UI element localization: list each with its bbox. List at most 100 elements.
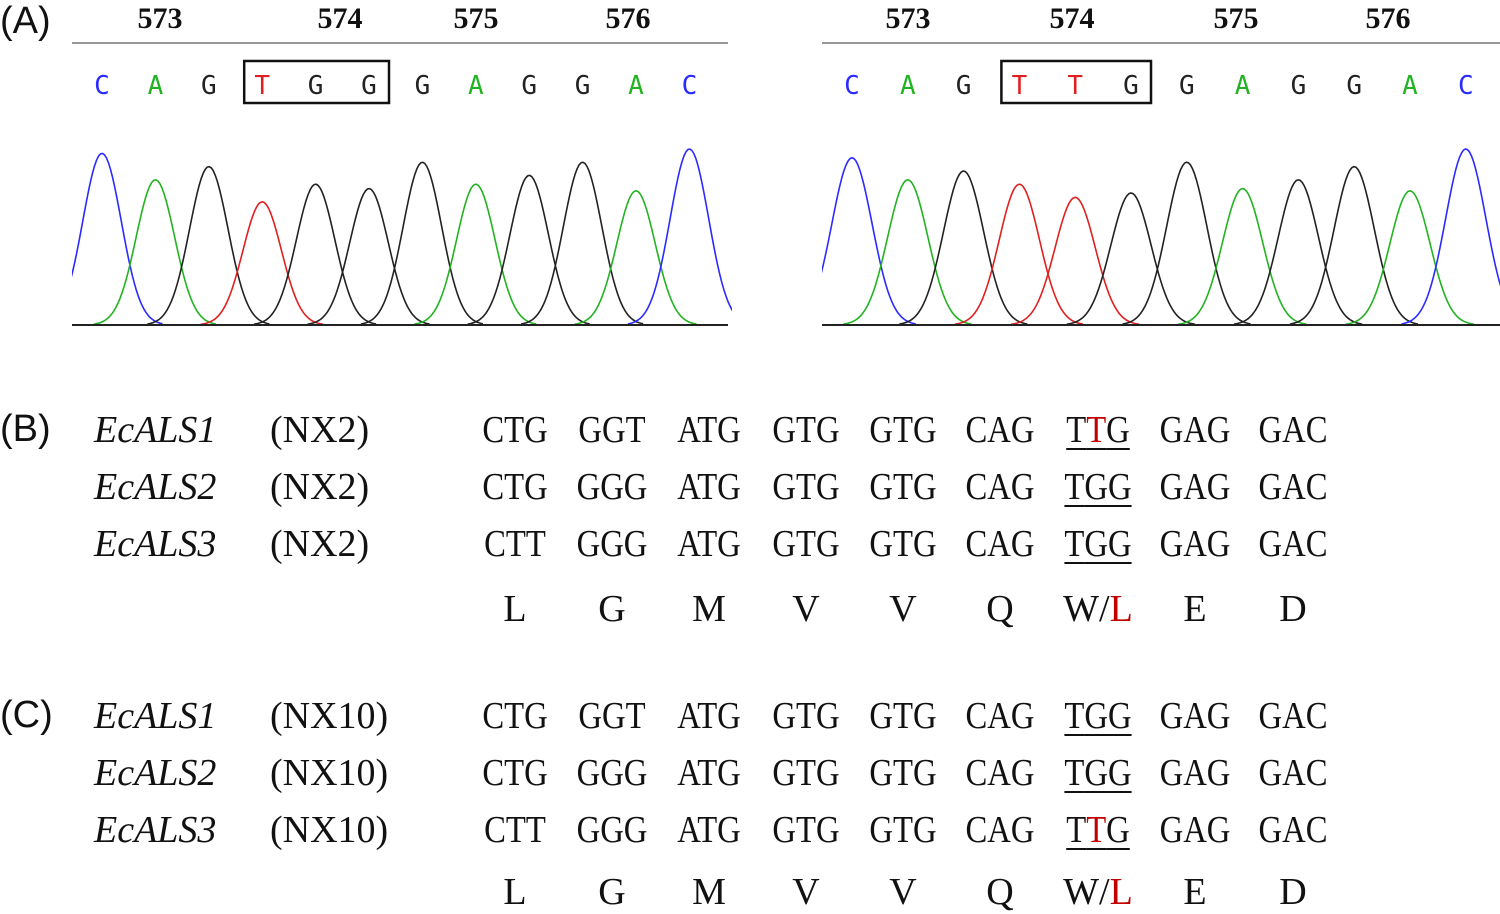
trace-peak: [1345, 189, 1474, 325]
codon: ATG: [677, 523, 741, 565]
codon-574-base: G: [1084, 695, 1108, 737]
codon: CAG: [965, 523, 1035, 565]
trace-peak: [1178, 187, 1307, 325]
codon: GTG: [869, 809, 937, 851]
codon: ATG: [677, 695, 741, 737]
codon: GTG: [869, 752, 937, 794]
codon: GAC: [1258, 523, 1328, 565]
position-label: 573: [138, 2, 183, 35]
amino-acid: D: [1279, 588, 1307, 630]
base-call: C: [94, 71, 110, 101]
codon-574-base: T: [1086, 809, 1107, 851]
amino-acid: Q: [986, 588, 1014, 630]
codon: GTG: [772, 752, 840, 794]
position-label: 575: [1214, 2, 1259, 35]
codon: GGG: [576, 752, 648, 794]
trace-peak: [627, 148, 732, 325]
codon: GAC: [1258, 809, 1328, 851]
amino-acid: D: [1279, 871, 1307, 913]
amino-acid-mut: L: [1109, 588, 1133, 630]
codon-574: TTG: [1059, 808, 1136, 852]
panel-a-label: (A): [0, 0, 51, 42]
chromatogram-nx2: 573 574 575 576 C A G T G G G A G G A C: [72, 2, 732, 326]
amino-acid: L: [503, 871, 527, 913]
codon: GTG: [869, 466, 937, 508]
amino-acid: M: [692, 588, 726, 630]
codon: CTG: [482, 409, 548, 451]
codon: GTG: [772, 523, 840, 565]
sample-label: (NX10): [270, 809, 389, 851]
codon-574-base: T: [1066, 809, 1087, 851]
base-call: A: [148, 71, 164, 101]
codon: GTG: [772, 809, 840, 851]
base-call: A: [468, 71, 484, 101]
trace-peak: [822, 156, 916, 325]
codon-574-base: T: [1064, 466, 1085, 508]
position-label: 573: [886, 2, 931, 35]
codon: GGG: [576, 523, 648, 565]
codon-574-base: G: [1084, 752, 1108, 794]
codon: GAG: [1159, 809, 1231, 851]
codon-574-base: T: [1064, 523, 1085, 565]
codon-574-base: G: [1107, 523, 1132, 565]
codon-574-base: G: [1107, 752, 1132, 794]
amino-acid: V: [792, 588, 820, 630]
base-call: G: [1179, 71, 1195, 101]
amino-acid: L: [503, 588, 527, 630]
panel-c-label: (C): [0, 694, 53, 736]
amino-acid-wt: W/: [1063, 871, 1110, 913]
base-call: G: [1123, 71, 1139, 101]
codon: GGG: [576, 466, 648, 508]
codon-574: TGG: [1059, 522, 1136, 566]
amino-acid: V: [889, 871, 917, 913]
gene-name: EcALS1: [94, 409, 217, 451]
base-call: G: [575, 71, 591, 101]
codon: GTG: [772, 466, 840, 508]
base-call: C: [844, 71, 860, 101]
amino-acid-574: W/L: [1053, 870, 1143, 914]
codon-574-base: T: [1064, 695, 1085, 737]
codon: CAG: [965, 695, 1035, 737]
trace-peak: [147, 165, 270, 325]
codon: GGG: [576, 809, 648, 851]
base-call: C: [682, 71, 698, 101]
codon: GTG: [772, 695, 840, 737]
codon: CTT: [484, 809, 546, 851]
codon-box: [1000, 59, 1153, 105]
codon-574-base: G: [1084, 523, 1108, 565]
trace-peak: [520, 161, 644, 325]
codon: GAG: [1159, 523, 1231, 565]
codon: GAC: [1258, 409, 1328, 451]
gene-name: EcALS2: [94, 752, 217, 794]
position-label: 576: [606, 2, 651, 35]
amino-acid: G: [598, 871, 626, 913]
codon: GAG: [1159, 752, 1231, 794]
codon: GGT: [578, 695, 646, 737]
base-call: G: [361, 71, 377, 101]
codon: GTG: [869, 523, 937, 565]
amino-acid-mut: L: [1109, 871, 1133, 913]
base-call: A: [628, 71, 644, 101]
codon-box: [242, 59, 391, 105]
trace-peak: [1233, 178, 1363, 325]
codon: GAG: [1159, 695, 1231, 737]
codon: GAC: [1258, 695, 1328, 737]
gene-name: EcALS3: [94, 523, 217, 565]
trace-peak: [843, 178, 972, 325]
codon: ATG: [677, 752, 741, 794]
base-call: G: [956, 71, 972, 101]
sample-label: (NX10): [270, 752, 389, 794]
sample-label: (NX2): [270, 466, 370, 508]
codon: CTG: [482, 466, 548, 508]
trace-peak: [200, 200, 323, 326]
codon-574-base: T: [1064, 752, 1085, 794]
amino-acid: G: [598, 588, 626, 630]
panel-b-label: (B): [0, 408, 51, 450]
sample-label: (NX2): [270, 523, 370, 565]
trace-peak: [1066, 192, 1195, 325]
amino-acid: E: [1183, 588, 1207, 630]
trace-peak: [307, 187, 430, 325]
trace-peak: [93, 178, 217, 325]
base-call: G: [521, 71, 537, 101]
codon: GTG: [869, 409, 937, 451]
